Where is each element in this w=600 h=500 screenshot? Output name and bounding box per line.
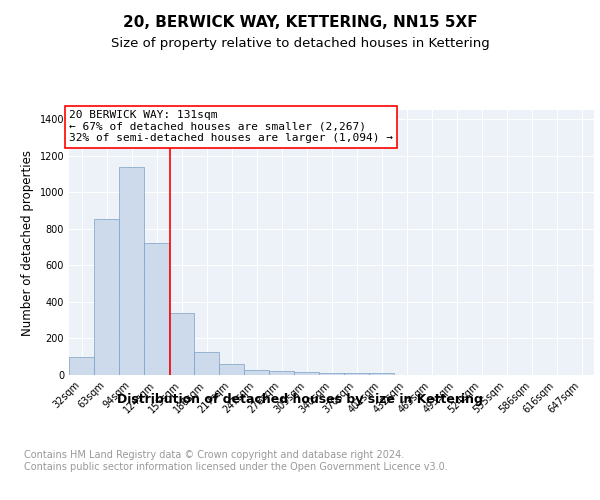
Bar — [94, 218, 119, 375]
Bar — [294, 372, 319, 375]
Bar — [144, 242, 169, 375]
Bar — [244, 370, 269, 375]
Bar — [369, 373, 394, 375]
Text: 20 BERWICK WAY: 131sqm
← 67% of detached houses are smaller (2,267)
32% of semi-: 20 BERWICK WAY: 131sqm ← 67% of detached… — [69, 110, 393, 143]
Y-axis label: Number of detached properties: Number of detached properties — [21, 150, 34, 336]
Bar — [119, 166, 144, 375]
Text: 20, BERWICK WAY, KETTERING, NN15 5XF: 20, BERWICK WAY, KETTERING, NN15 5XF — [122, 15, 478, 30]
Bar — [169, 313, 194, 375]
Text: Contains HM Land Registry data © Crown copyright and database right 2024.
Contai: Contains HM Land Registry data © Crown c… — [24, 450, 448, 471]
Bar — [219, 364, 244, 375]
Text: Distribution of detached houses by size in Kettering: Distribution of detached houses by size … — [117, 392, 483, 406]
Bar — [69, 356, 94, 375]
Bar — [319, 373, 344, 375]
Text: Size of property relative to detached houses in Kettering: Size of property relative to detached ho… — [110, 38, 490, 51]
Bar — [269, 372, 294, 375]
Bar — [344, 373, 369, 375]
Bar — [194, 352, 219, 375]
